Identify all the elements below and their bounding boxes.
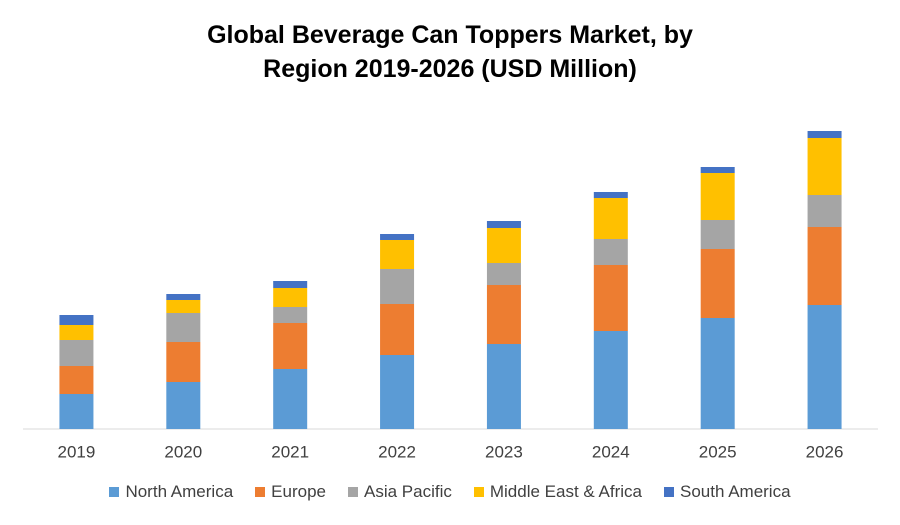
- bar-segment: [166, 313, 201, 342]
- bar-segment: [807, 227, 842, 305]
- legend-swatch: [663, 487, 674, 497]
- bar-segment: [59, 366, 94, 394]
- legend-item: South America: [663, 482, 791, 502]
- bar-segment: [380, 269, 415, 304]
- x-tick-label: 2025: [699, 442, 737, 461]
- legend-label: Europe: [271, 482, 326, 501]
- bar-segment: [273, 307, 308, 323]
- bar-segment: [593, 192, 628, 198]
- legend-label: Asia Pacific: [363, 482, 452, 501]
- bar-segment: [486, 228, 521, 263]
- legend-swatch: [347, 487, 358, 497]
- legend-label: South America: [679, 482, 791, 501]
- legend-item: Asia Pacific: [347, 482, 452, 502]
- bar-segment: [593, 331, 628, 429]
- bar-segment: [273, 288, 308, 307]
- bar-segment: [273, 323, 308, 369]
- bar-segment: [593, 198, 628, 239]
- bar-segment: [486, 285, 521, 344]
- bar-segment: [700, 249, 735, 318]
- chart-title: Global Beverage Can Toppers Market, by R…: [207, 21, 693, 83]
- x-tick-label: 2022: [378, 442, 416, 461]
- bar-segment: [380, 355, 415, 429]
- bar-segment: [273, 369, 308, 429]
- bar-segment: [166, 382, 201, 429]
- bar-segment: [700, 220, 735, 249]
- legend-item: Europe: [255, 482, 326, 502]
- legend-item: North America: [109, 482, 233, 502]
- bar-segment: [59, 394, 94, 429]
- bar-segment: [593, 265, 628, 331]
- bar-segment: [700, 318, 735, 429]
- x-tick-label: 2026: [806, 442, 844, 461]
- bar-segment: [166, 294, 201, 300]
- bar-segment: [486, 344, 521, 429]
- x-tick-label: 2019: [58, 442, 96, 461]
- bar-segment: [380, 234, 415, 240]
- bar-segment: [59, 340, 94, 366]
- legend-swatch: [109, 487, 120, 497]
- bar-segment: [166, 300, 201, 313]
- bar-segment: [700, 173, 735, 220]
- legend: North America Europe Asia Pacific Middle Ea…: [0, 482, 900, 502]
- bar-segment: [807, 131, 842, 138]
- x-tick-label: 2023: [485, 442, 523, 461]
- bar-segment: [807, 138, 842, 195]
- legend-label: North America: [125, 482, 234, 501]
- bar-segment: [166, 342, 201, 382]
- x-tick-label: 2021: [271, 442, 309, 461]
- bar-segment: [59, 325, 94, 340]
- legend-swatch: [473, 487, 484, 497]
- bar-segment: [380, 240, 415, 269]
- bar-segment: [807, 305, 842, 429]
- legend-swatch: [255, 487, 266, 497]
- legend-label: Middle East & Africa: [489, 482, 642, 501]
- bar-segment: [486, 263, 521, 285]
- bar-segment: [807, 195, 842, 227]
- bar-segment: [486, 221, 521, 228]
- x-tick-label: 2024: [592, 442, 630, 461]
- bar-segment: [59, 315, 94, 325]
- bar-segment: [700, 167, 735, 173]
- bar-segment: [273, 281, 308, 288]
- bar-segment: [380, 304, 415, 355]
- bar-segment: [593, 239, 628, 265]
- x-tick-label: 2020: [164, 442, 202, 461]
- legend-item: Middle East & Africa: [473, 482, 642, 502]
